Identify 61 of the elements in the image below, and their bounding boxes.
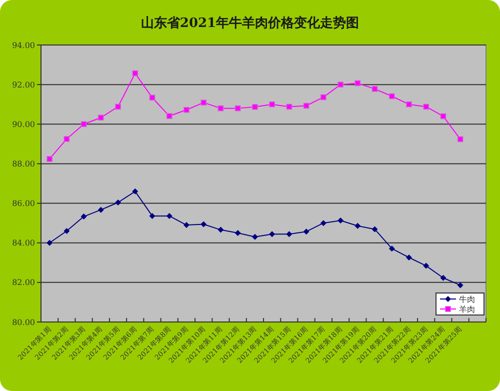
chart-title: 山东省2021年牛羊肉价格变化走势图	[140, 15, 360, 31]
point	[372, 86, 378, 92]
point	[64, 136, 70, 142]
point	[98, 206, 104, 213]
point	[354, 80, 361, 86]
point	[149, 94, 156, 101]
point	[354, 222, 361, 229]
point	[132, 70, 138, 76]
point	[46, 156, 52, 162]
point	[388, 246, 395, 252]
point	[115, 104, 121, 110]
point	[64, 228, 70, 234]
point	[218, 226, 224, 233]
point	[252, 234, 258, 240]
point	[252, 104, 258, 110]
point	[269, 231, 276, 238]
point	[286, 231, 292, 238]
point	[423, 104, 429, 110]
point	[218, 105, 224, 112]
point	[338, 82, 344, 88]
point	[166, 113, 172, 119]
point	[320, 94, 326, 100]
point	[184, 106, 190, 113]
y-tick-label: 92.00	[12, 80, 35, 90]
point	[423, 262, 430, 269]
legend-label: 羊肉	[459, 304, 475, 314]
point	[149, 212, 156, 219]
point	[320, 220, 326, 226]
point	[457, 136, 464, 142]
y-tick-label: 84.00	[12, 238, 35, 248]
point	[115, 199, 122, 206]
point	[80, 121, 87, 128]
point	[132, 188, 138, 194]
point	[98, 114, 104, 121]
point	[406, 101, 412, 108]
point	[440, 274, 446, 281]
y-tick-label: 94.00	[12, 40, 35, 50]
point	[166, 212, 172, 219]
point	[303, 228, 310, 235]
point	[372, 226, 378, 232]
point	[440, 113, 446, 120]
y-tick-label: 82.00	[12, 278, 35, 288]
point	[338, 218, 344, 224]
point	[269, 101, 275, 108]
point	[200, 100, 206, 106]
y-tick-label: 88.00	[12, 160, 35, 169]
y-tick-label: 80.00	[12, 318, 35, 327]
y-tick-label: 90.00	[12, 120, 35, 129]
point	[234, 105, 241, 112]
point	[406, 254, 412, 260]
y-tick-label: 86.00	[12, 199, 35, 208]
point	[80, 214, 87, 220]
point	[388, 93, 395, 100]
point	[303, 102, 310, 109]
point	[183, 222, 190, 228]
point	[286, 104, 292, 110]
point	[234, 230, 241, 236]
point	[46, 240, 53, 246]
point	[200, 221, 207, 228]
legend-label: 牛肉	[459, 294, 475, 304]
point	[457, 282, 464, 288]
